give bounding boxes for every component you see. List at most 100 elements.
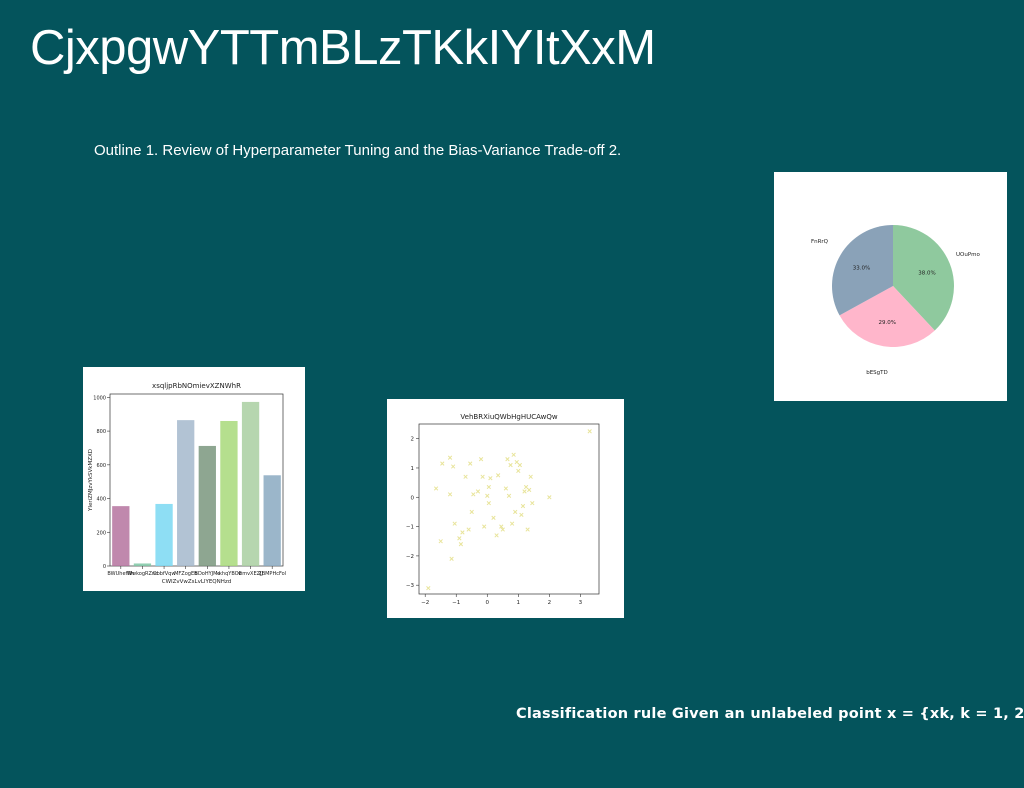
bar-5: [198, 445, 216, 566]
scatter-point-47: [528, 474, 533, 479]
outline-text: Outline 1. Review of Hyperparameter Tuni…: [94, 142, 622, 159]
scatter-chart-xtick-label: 2: [548, 600, 552, 606]
bar-chart-panel: xsqljpRbNOmievXZNWhR 0 200 400 600 800 1000 BWU…: [83, 367, 305, 591]
scatter-point-29: [499, 524, 504, 529]
scatter-chart-xtick-label: 0: [486, 600, 490, 606]
bar-chart-xtick-label: WwkogRZnc: [127, 571, 158, 577]
scatter-chart-panel: VehBRXiuQWbHgHUCAwQw −2 −1 0 1 2 3 −3 −2 −1 0 1 2: [387, 399, 624, 618]
pie-chart: 38.0% UOuPmo 29.0% bESgTD 33.0% FnRrQ: [811, 225, 981, 376]
bar-chart-xtick-label: kkhqYBOE: [216, 571, 242, 577]
pie-slice-pct-label: 29.0%: [879, 320, 896, 326]
scatter-chart-title: VehBRXiuQWbHgHUCAwQw: [460, 413, 557, 421]
scatter-chart-ytick-label: −2: [406, 554, 414, 560]
bar-7: [241, 401, 260, 566]
pie-slice-FnRrQ: [832, 225, 893, 316]
scatter-chart-xtick-label: 3: [579, 600, 583, 606]
scatter-chart-xtick-label: −1: [452, 600, 460, 606]
scatter-point-45: [525, 527, 530, 532]
scatter-point-14: [466, 527, 471, 532]
scatter-point-11: [458, 542, 464, 547]
bar-chart-xtick-label: BDoHYJMs: [195, 571, 221, 577]
scatter-point-44: [523, 484, 529, 490]
bar-chart-ytick-label: 0: [103, 564, 106, 570]
scatter-chart-axes-frame: [418, 423, 600, 595]
bar-chart-xtick-label: wmvXEZJJ: [238, 571, 263, 577]
bar-1: [112, 506, 130, 566]
bar-chart-ytick-label: 400: [96, 497, 106, 503]
scatter-chart-ytick-label: 2: [411, 437, 415, 443]
scatter-point-7: [449, 556, 454, 561]
scatter-chart-ytick-label: 1: [411, 466, 415, 472]
scatter-point-8: [450, 464, 456, 469]
scatter-point-28: [495, 473, 501, 478]
pie-slice-pct-label: 33.0%: [853, 265, 870, 271]
bar-chart-xtick-label: BWUhefNh: [107, 571, 134, 577]
scatter-point-30: [500, 527, 505, 532]
bar-2: [133, 563, 152, 566]
scatter-chart: VehBRXiuQWbHgHUCAwQw −2 −1 0 1 2 3 −3 −2 −1 0 1 2: [406, 413, 600, 606]
bar-8: [263, 475, 281, 566]
scatter-point-6: [447, 492, 453, 497]
bar-chart-xtick-label: ZBMPHcFol: [258, 571, 286, 577]
pie-slice-bESgTD: [839, 286, 935, 347]
scatter-point-10: [457, 536, 462, 541]
bar-chart-ytick-label: 600: [96, 463, 106, 469]
bar-6: [220, 420, 238, 566]
bar-chart-axes-frame: [109, 393, 284, 567]
scatter-point-42: [520, 503, 526, 509]
scatter-point-37: [513, 509, 518, 515]
scatter-point-23: [486, 500, 491, 506]
scatter-point-36: [511, 452, 516, 457]
scatter-point-4: [440, 461, 445, 466]
scatter-point-50: [587, 429, 592, 434]
scatter-point-9: [452, 521, 457, 526]
scatter-point-40: [517, 462, 523, 468]
scatter-point-25: [488, 476, 493, 481]
scatter-point-34: [508, 462, 513, 468]
pie-slice-name-label: bESgTD: [866, 370, 888, 376]
scatter-point-39: [516, 468, 521, 474]
scatter-point-3: [438, 539, 443, 544]
scatter-point-35: [509, 521, 515, 526]
pie-slice-pct-label: 38.0%: [918, 271, 935, 277]
scatter-point-21: [482, 524, 487, 529]
bar-chart-title: xsqljpRbNOmievXZNWhR: [152, 382, 241, 390]
bar-chart-ytick-label: 1000: [93, 395, 106, 401]
bar-3: [155, 503, 173, 566]
scatter-point-26: [491, 515, 496, 520]
scatter-chart-xtick-label: 1: [517, 600, 521, 606]
bar-chart: xsqljpRbNOmievXZNWhR 0 200 400 600 800 1000 BWU…: [88, 382, 286, 585]
scatter-point-31: [503, 486, 509, 491]
scatter-chart-xtick-label: −2: [421, 600, 429, 606]
pie-chart-panel: 38.0% UOuPmo 29.0% bESgTD 33.0% FnRrQ: [774, 172, 1007, 401]
bar-chart-ytick-label: 200: [96, 530, 106, 536]
scatter-point-43: [522, 489, 527, 494]
classification-rule-text: Classification rule Given an unlabeled p…: [516, 706, 1024, 722]
scatter-point-16: [469, 509, 474, 515]
scatter-point-18: [475, 489, 481, 494]
scatter-chart-ytick-label: 0: [411, 495, 415, 501]
scatter-point-1: [426, 585, 431, 591]
scatter-chart-ytick-label: −3: [406, 583, 415, 589]
scatter-point-48: [530, 500, 535, 506]
scatter-point-38: [514, 459, 519, 465]
pie-slice-UOuPmo: [893, 225, 954, 331]
scatter-point-22: [485, 493, 490, 498]
scatter-point-5: [447, 455, 453, 460]
pie-slice-name-label: UOuPmo: [956, 252, 981, 258]
scatter-point-19: [478, 457, 484, 462]
scatter-point-27: [494, 533, 499, 538]
scatter-point-41: [519, 512, 524, 518]
bar-chart-xtick-label: ObbfVqw: [153, 571, 176, 577]
scatter-point-13: [463, 474, 468, 479]
scatter-chart-ytick-label: −1: [406, 525, 414, 531]
bar-chart-xlabel: CWIZvVwZsLvLlYEQNHzd: [162, 579, 232, 585]
slide-title: CjxpgwYTTmBLzTKkIYItXxM: [30, 21, 656, 75]
bar-chart-ylabel: YIeriZMJzvYkSVkMZXD: [88, 449, 94, 512]
scatter-point-46: [527, 487, 532, 493]
scatter-point-12: [460, 530, 465, 535]
scatter-point-32: [505, 457, 510, 462]
scatter-point-33: [506, 493, 512, 498]
bar-chart-xtick-label: MFZogEb: [174, 571, 197, 577]
scatter-point-2: [433, 486, 439, 491]
